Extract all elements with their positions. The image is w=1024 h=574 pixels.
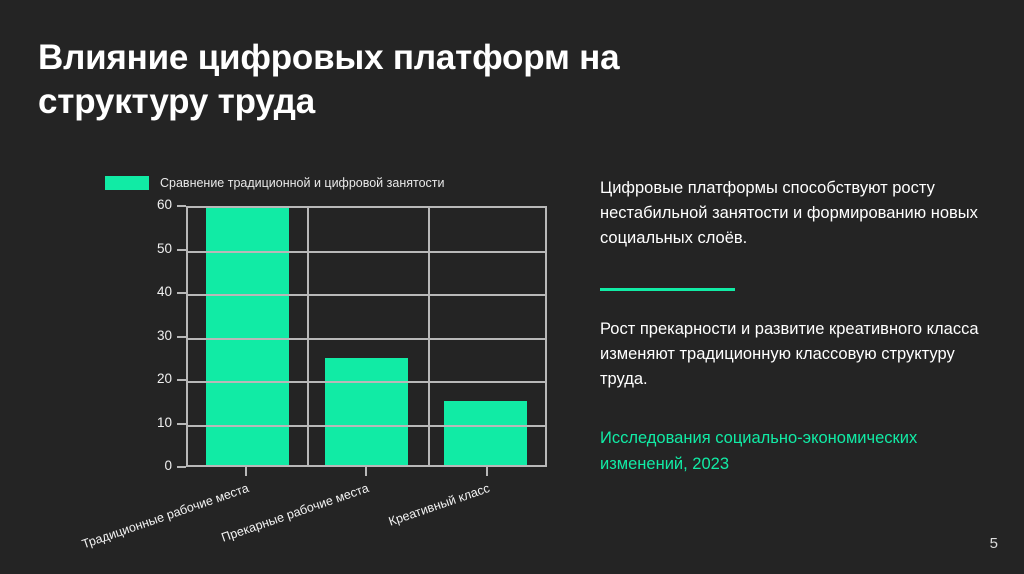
accent-divider [600,288,735,292]
legend-label: Сравнение традиционной и цифровой занято… [160,176,445,190]
page-number: 5 [989,535,998,552]
x-tick-mark [365,467,368,476]
y-tick-label: 50 [156,240,172,256]
x-axis-tick: Креативный класс [387,467,547,557]
page-title: Влияние цифровых платформ на структуру т… [38,38,620,122]
x-tick-mark [245,467,248,476]
x-tick-mark [485,467,488,476]
y-tick-mark [177,466,186,468]
gridline-horizontal [188,424,545,427]
y-tick-label: 30 [156,327,172,343]
y-tick-label: 60 [156,197,172,212]
y-tick-mark [177,205,186,207]
paragraph-one: Цифровые платформы способствуют росту не… [600,179,978,248]
y-tick-mark [177,422,186,425]
y-tick-mark [177,248,186,251]
text-column: Цифровые платформы способствуют росту не… [600,176,990,477]
gridline-horizontal [188,381,545,383]
gridline-horizontal [188,294,545,296]
gridline-horizontal [188,250,545,253]
gridline-vertical [427,208,430,465]
x-axis: Традиционные рабочие места Прекарные рабо… [80,467,547,557]
y-tick-label: 10 [156,414,172,430]
bar-slot [307,208,426,465]
x-axis-tick: Прекарные рабочие места [220,467,426,557]
bar-slot [426,208,545,465]
bar[interactable] [443,400,528,465]
y-tick-mark [177,335,186,338]
y-tick-label: 0 [164,458,172,473]
chart-legend: Сравнение традиционной и цифровой занято… [105,176,445,190]
plot-area [186,206,547,467]
plot-wrapper: 0 10 20 30 40 50 60 Традиционные рабочие места… [40,197,570,551]
legend-color-swatch [105,176,149,190]
paragraph-two: Рост прекарности и развитие креативного … [600,320,979,389]
source-note: Исследования социально-экономических изм… [600,429,918,473]
bar-chart: Сравнение традиционной и цифровой занято… [40,172,570,551]
y-tick-mark [177,292,186,294]
x-axis-tick: Традиционные рабочие места [80,467,306,557]
y-tick-label: 20 [156,371,172,386]
y-tick-mark [177,379,186,381]
bar[interactable] [324,357,409,465]
y-tick-label: 40 [156,284,172,299]
gridline-vertical [307,208,310,465]
gridline-horizontal [188,337,545,340]
y-axis: 0 10 20 30 40 50 60 [40,197,186,473]
